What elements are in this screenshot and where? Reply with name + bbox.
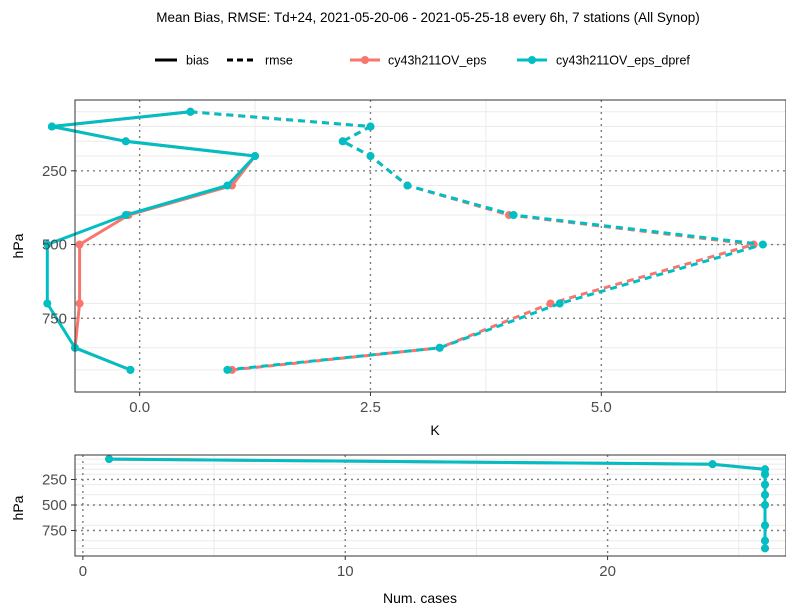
- legend-dpref-label: cy43h211OV_eps_dpref: [556, 54, 690, 68]
- cases-panel-frame: [74, 454, 786, 557]
- x-tick-label: 0: [79, 563, 87, 580]
- data-point-cy43h211ov-eps-dpref-rmse: [338, 137, 347, 146]
- data-point-cy43h211ov-eps-dpref-rmse: [435, 343, 444, 352]
- data-point-cy43h211ov-eps-dpref-bias: [43, 299, 52, 308]
- data-point-cy43h211ov-eps-dpref-rmse: [403, 181, 412, 190]
- chart-title: Mean Bias, RMSE: Td+24, 2021-05-20-06 - …: [156, 10, 699, 25]
- data-point-cy43h211ov-eps-dpref: [761, 470, 770, 479]
- data-point-cy43h211ov-eps-dpref-bias: [47, 122, 56, 131]
- data-point-cy43h211ov-eps-bias: [75, 240, 84, 249]
- x-tick-label: 2.5: [360, 399, 381, 416]
- main-panel-series: [43, 107, 767, 374]
- data-point-cy43h211ov-eps-dpref-bias: [126, 365, 135, 374]
- legend-bias-label: bias: [186, 54, 209, 68]
- data-point-cy43h211ov-eps-dpref-rmse: [366, 122, 375, 131]
- x-tick-label: 10: [337, 563, 354, 580]
- y-tick-label: 250: [42, 471, 67, 488]
- x-tick-label: 20: [599, 563, 616, 580]
- legend: bias rmse cy43h211OV_eps cy43h211OV_eps_…: [155, 54, 690, 68]
- data-point-cy43h211ov-eps-dpref-rmse: [758, 240, 767, 249]
- legend-dpref-swatch-dot: [528, 56, 536, 64]
- data-point-cy43h211ov-eps-dpref-bias: [223, 181, 232, 190]
- series-line-cy43h211ov-eps-dpref-bias: [45, 110, 257, 372]
- cases-panel-series: [105, 455, 770, 553]
- data-point-cy43h211ov-eps-dpref: [761, 536, 770, 545]
- data-point-cy43h211ov-eps-dpref-rmse: [223, 365, 232, 374]
- data-point-cy43h211ov-eps-dpref-bias: [121, 137, 130, 146]
- data-point-cy43h211ov-eps-dpref-rmse: [186, 107, 195, 116]
- series-line-cy43h211ov-eps-dpref-rmse: [190, 110, 765, 372]
- cases-panel: 0 10 20 250 500 750 Num. cases hPa: [10, 454, 786, 606]
- main-panel-axes: 0.0 2.5 5.0 250 500 750: [42, 163, 612, 416]
- data-point-cy43h211ov-eps-dpref-rmse: [366, 152, 375, 161]
- data-point-cy43h211ov-eps-dpref: [761, 480, 770, 489]
- legend-eps-label: cy43h211OV_eps: [388, 54, 486, 68]
- data-point-cy43h211ov-eps-dpref: [761, 490, 770, 499]
- cases-x-axis-label: Num. cases: [383, 590, 457, 606]
- main-panel: 0.0 2.5 5.0 250 500 750 K hPa: [10, 99, 786, 438]
- data-point-cy43h211ov-eps-dpref: [708, 460, 717, 469]
- data-point-cy43h211ov-eps-dpref-bias: [251, 152, 260, 161]
- data-point-cy43h211ov-eps-dpref-rmse: [509, 211, 518, 220]
- cases-y-axis-label: hPa: [10, 495, 26, 520]
- y-tick-label: 500: [42, 497, 67, 514]
- x-tick-label: 5.0: [591, 399, 612, 416]
- y-tick-label: 500: [42, 237, 67, 254]
- data-point-cy43h211ov-eps-dpref: [761, 544, 770, 553]
- main-x-axis-label: K: [430, 422, 440, 438]
- main-panel-grid: [75, 100, 786, 392]
- data-point-cy43h211ov-eps-bias: [75, 299, 84, 308]
- y-tick-label: 250: [42, 163, 67, 180]
- data-point-cy43h211ov-eps-dpref-bias: [43, 240, 52, 249]
- data-point-cy43h211ov-eps-dpref: [761, 500, 770, 509]
- y-tick-label: 750: [42, 522, 67, 539]
- series-line-cy43h211ov-eps-dpref: [109, 457, 767, 549]
- cases-panel-axes: 0 10 20 250 500 750: [42, 471, 616, 580]
- data-point-cy43h211ov-eps-dpref: [761, 521, 770, 530]
- data-point-cy43h211ov-eps-dpref: [105, 455, 114, 464]
- main-y-axis-label: hPa: [10, 233, 26, 258]
- legend-eps-swatch-dot: [361, 56, 369, 64]
- legend-rmse-label: rmse: [265, 54, 293, 68]
- main-panel-frame: [74, 99, 786, 393]
- y-tick-label: 750: [42, 310, 67, 327]
- data-point-cy43h211ov-eps-dpref-bias: [121, 211, 130, 220]
- x-tick-label: 0.0: [129, 399, 150, 416]
- data-point-cy43h211ov-eps-dpref-rmse: [555, 299, 564, 308]
